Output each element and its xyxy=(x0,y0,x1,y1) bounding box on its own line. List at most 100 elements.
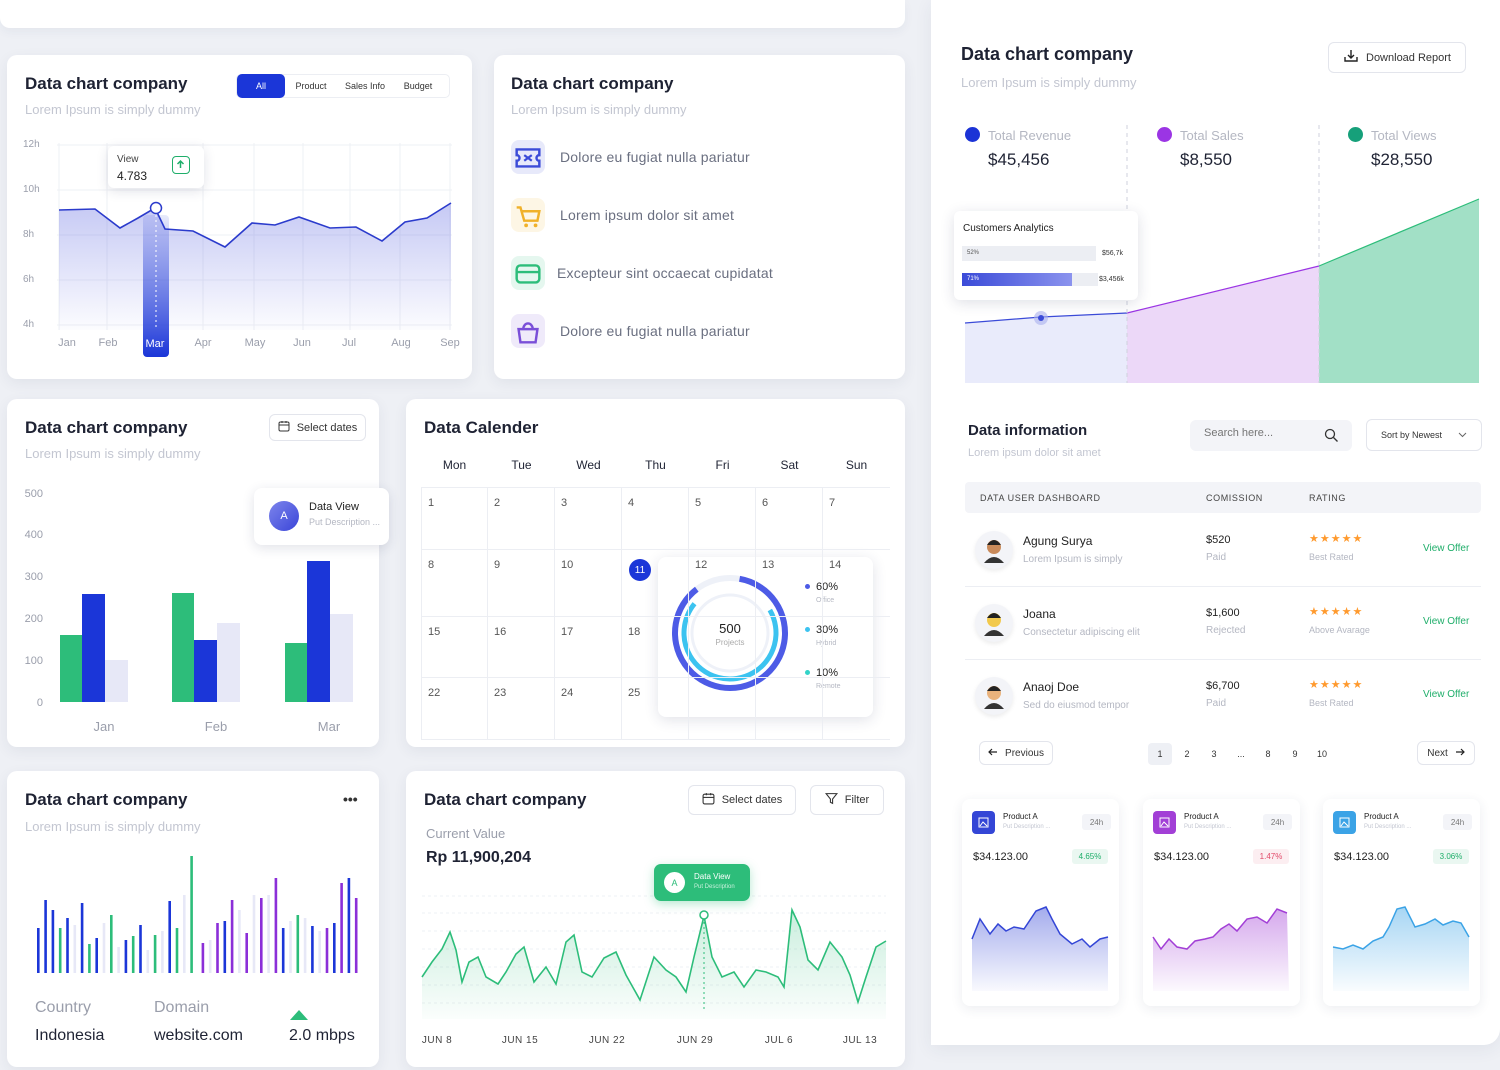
tab-sales-info[interactable]: Sales Info xyxy=(344,81,386,91)
user-desc: Consectetur adipiscing elit xyxy=(1023,627,1140,638)
calendar-day[interactable]: 6 xyxy=(756,488,823,550)
tooltip-title: Data View xyxy=(694,872,731,881)
page-1[interactable]: 1 xyxy=(1148,743,1172,765)
next-button[interactable]: Next xyxy=(1417,741,1475,765)
cursor-point[interactable] xyxy=(1038,315,1044,321)
table-row[interactable]: Anaoj Doe Sed do eiusmod tempor $6,700 Paid… xyxy=(965,673,1481,733)
calendar-day[interactable]: 4 xyxy=(622,488,689,550)
calendar-day[interactable]: 8 xyxy=(421,550,488,617)
download-report-button[interactable]: Download Report xyxy=(1328,42,1466,73)
tab-all[interactable]: All xyxy=(237,74,285,98)
tab-budget[interactable]: Budget xyxy=(403,81,433,91)
calendar-day[interactable]: 2 xyxy=(488,488,555,550)
cursor-point[interactable] xyxy=(149,201,163,215)
day-number: 9 xyxy=(494,559,501,571)
spark-bar xyxy=(274,878,278,973)
calendar-day[interactable] xyxy=(689,617,756,678)
calendar-day[interactable]: 10 xyxy=(555,550,622,617)
calendar-day[interactable]: 1 xyxy=(421,488,488,550)
donut-panel: 500 Projects 60% Office 30% Hybrid 10% Remote xyxy=(658,557,873,717)
calendar-day[interactable] xyxy=(823,678,890,740)
bar-sparkline-chart xyxy=(37,856,358,973)
calendar-day[interactable]: 15 xyxy=(421,617,488,678)
table-row[interactable]: Agung Surya Lorem Ipsum is simply $520 Paid… xyxy=(965,527,1481,587)
page-9[interactable]: 9 xyxy=(1292,749,1298,759)
spark-bar xyxy=(153,935,157,973)
country-value: Indonesia xyxy=(35,1027,105,1044)
cart-icon xyxy=(511,198,545,232)
list-item[interactable]: Excepteur sint occaecat cupidatat xyxy=(511,256,881,290)
sort-dropdown[interactable]: Sort by Newest xyxy=(1366,419,1482,451)
product-card[interactable]: Product A Put Description ... 24h $34.123.0… xyxy=(1323,799,1480,1006)
view-offer-link[interactable]: View Offer xyxy=(1423,543,1470,554)
calendar-day[interactable]: 11 xyxy=(622,550,689,617)
legend-dot xyxy=(805,627,810,632)
calendar-day[interactable]: 12 xyxy=(689,550,756,617)
user-name: Anaoj Doe xyxy=(1023,680,1080,694)
search-input[interactable] xyxy=(1204,427,1314,439)
calendar-day[interactable]: 16 xyxy=(488,617,555,678)
list-item[interactable]: Dolore eu fugiat nulla pariatur xyxy=(511,314,881,348)
area-fill xyxy=(59,203,451,330)
calendar-day[interactable]: 25 xyxy=(622,678,689,740)
calendar-day[interactable] xyxy=(756,617,823,678)
panel-subtitle: Lorem Ipsum is simply dummy xyxy=(961,75,1137,90)
commission-amount: $6,700 xyxy=(1206,680,1240,692)
product-card[interactable]: Product A Put Description ... 24h $34.123.0… xyxy=(1143,799,1300,1006)
spark-bar xyxy=(146,950,150,973)
cursor-point[interactable] xyxy=(699,910,709,920)
bar xyxy=(330,614,353,702)
calendar-day[interactable]: 13 xyxy=(756,550,823,617)
previous-button[interactable]: Previous xyxy=(979,741,1053,765)
calendar-day[interactable] xyxy=(756,678,823,740)
tab-product[interactable]: Product xyxy=(295,81,327,91)
calendar-day[interactable]: 23 xyxy=(488,678,555,740)
spark-bar xyxy=(183,895,186,973)
commission-status: Paid xyxy=(1206,698,1227,709)
spark-bar xyxy=(281,928,285,973)
product-price: $34.123.00 xyxy=(1334,851,1390,863)
calendar-day[interactable]: 5 xyxy=(689,488,756,550)
table-row[interactable]: Joana Consectetur adipiscing elit $1,600 Re… xyxy=(965,600,1481,660)
page-8[interactable]: 8 xyxy=(1265,749,1271,759)
bar xyxy=(60,635,82,702)
filter-button[interactable]: Filter xyxy=(810,785,884,815)
calendar-day[interactable]: 7 xyxy=(823,488,890,550)
bars-feb xyxy=(172,593,240,702)
page-3[interactable]: 3 xyxy=(1211,749,1217,759)
select-dates-button[interactable]: Select dates xyxy=(688,785,796,815)
calendar-day[interactable]: 14 xyxy=(823,550,890,617)
y-tick-100: 100 xyxy=(25,655,43,667)
view-offer-link[interactable]: View Offer xyxy=(1423,616,1470,627)
list-item[interactable]: Dolore eu fugiat nulla pariatur xyxy=(511,140,881,174)
legend-name: Office xyxy=(816,597,835,604)
day-number: 5 xyxy=(695,497,702,509)
page-10[interactable]: 10 xyxy=(1316,749,1327,759)
product-card[interactable]: Product A Put Description ... 24h $34.123.0… xyxy=(962,799,1119,1006)
spark-bar xyxy=(110,915,113,973)
select-dates-button[interactable]: Select dates xyxy=(269,414,366,441)
calendar-day[interactable]: 17 xyxy=(555,617,622,678)
rating-label: Above Avarage xyxy=(1309,625,1370,635)
calendar-day[interactable]: 18 xyxy=(622,617,689,678)
search-icon[interactable] xyxy=(1324,428,1339,448)
page-2[interactable]: 2 xyxy=(1184,749,1190,759)
calendar-day[interactable]: 3 xyxy=(555,488,622,550)
analytics-tooltip: Customers Analytics 52% $56,7k 71% $3,45… xyxy=(954,211,1138,300)
list-item[interactable]: Lorem ipsum dolor sit amet xyxy=(511,198,881,232)
commission-status: Paid xyxy=(1206,552,1227,563)
x-tick: JUL 13 xyxy=(842,1035,878,1046)
calendar-day[interactable]: 22 xyxy=(421,678,488,740)
calendar-day[interactable] xyxy=(823,617,890,678)
spark-bar xyxy=(354,898,358,973)
day-number: 10 xyxy=(561,559,574,571)
calendar-day[interactable] xyxy=(689,678,756,740)
day-number: 24 xyxy=(561,687,574,699)
page-...[interactable]: ... xyxy=(1237,749,1245,759)
legend-pct: 60% xyxy=(816,581,839,593)
calendar-day[interactable]: 24 xyxy=(555,678,622,740)
day-number: 22 xyxy=(428,687,441,699)
calendar-day[interactable]: 9 xyxy=(488,550,555,617)
view-offer-link[interactable]: View Offer xyxy=(1423,689,1470,700)
more-menu-icon[interactable]: ••• xyxy=(343,791,358,807)
